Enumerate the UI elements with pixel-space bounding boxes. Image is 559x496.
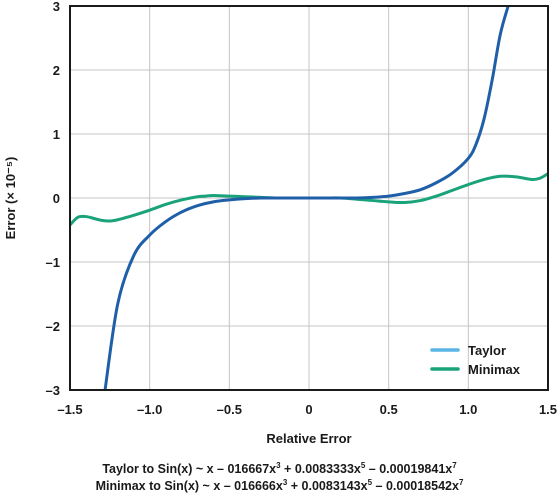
minimax-formula-caption: Minimax to Sin(x) ~ x – 016666x3 + 0.008…: [0, 478, 559, 493]
taylor-formula-caption: Taylor to Sin(x) ~ x – 016667x3 + 0.0083…: [0, 461, 559, 476]
y-tick-label: 0: [53, 191, 60, 206]
x-tick-label: 0: [305, 402, 312, 417]
x-tick-label: 0.5: [380, 402, 398, 417]
x-tick-label: –1.0: [137, 402, 162, 417]
x-axis-label: Relative Error: [266, 431, 351, 446]
legend-label-minimax: Minimax: [468, 362, 521, 377]
series-lines: [70, 6, 548, 390]
plot-frame: [69, 5, 549, 391]
minimax-exponent: 7: [458, 478, 464, 487]
y-tick-label: –2: [46, 319, 60, 334]
x-tick-label: –1.5: [57, 402, 82, 417]
y-axis-label: Error (× 10⁻⁵): [3, 157, 18, 240]
minimax-formula-part: – 0.00018542x: [372, 479, 459, 494]
x-tick-label: 1.0: [459, 402, 477, 417]
taylor-formula-part: Taylor to Sin(x) ~ x – 016667x: [102, 462, 277, 477]
taylor-exponent: 7: [452, 461, 457, 470]
x-tick-label: –0.5: [217, 402, 242, 417]
x-tick-labels: –1.5 –1.0 –0.5 0 0.5 1.0 1.5: [57, 402, 557, 417]
taylor-exponent: 3: [276, 461, 281, 470]
legend-label-taylor: Taylor: [468, 343, 506, 358]
y-tick-label: 2: [53, 63, 60, 78]
series-line-taylor: [103, 6, 510, 390]
y-tick-label: 3: [53, 0, 60, 14]
minimax-formula-part: + 0.0083143x: [287, 479, 368, 494]
legend: Taylor Minimax: [430, 343, 521, 377]
taylor-formula-part: + 0.0083333x: [280, 462, 361, 477]
minimax-exponent: 5: [367, 478, 373, 487]
y-tick-label: –1: [46, 255, 60, 270]
y-tick-label: 1: [53, 127, 60, 142]
taylor-formula-part: – 0.00019841x: [365, 462, 453, 477]
minimax-exponent: 3: [282, 478, 288, 487]
y-tick-label: –3: [46, 383, 60, 398]
x-tick-label: 1.5: [539, 402, 557, 417]
minimax-formula-part: Minimax to Sin(x) ~ x – 016666x: [95, 479, 283, 494]
y-tick-labels: –3 –2 –1 0 1 2 3: [46, 0, 60, 398]
taylor-exponent: 5: [360, 461, 366, 470]
